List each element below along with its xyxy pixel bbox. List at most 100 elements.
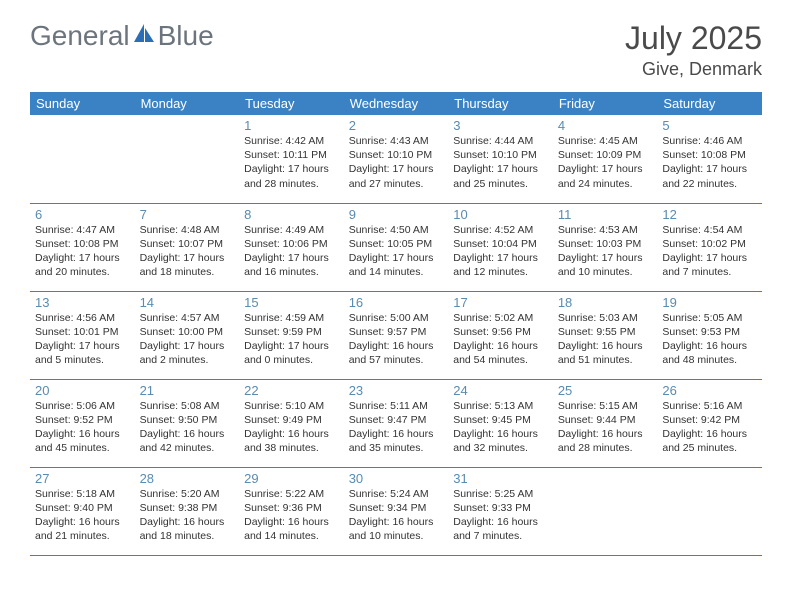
day-info: Sunrise: 5:15 AMSunset: 9:44 PMDaylight:… <box>558 399 653 456</box>
day-number: 8 <box>244 207 339 222</box>
day-header: Friday <box>553 92 658 115</box>
day-header: Thursday <box>448 92 553 115</box>
day-number: 1 <box>244 118 339 133</box>
calendar-day-cell: 18Sunrise: 5:03 AMSunset: 9:55 PMDayligh… <box>553 291 658 379</box>
calendar-week-row: 1Sunrise: 4:42 AMSunset: 10:11 PMDayligh… <box>30 115 762 203</box>
calendar-day-cell: 31Sunrise: 5:25 AMSunset: 9:33 PMDayligh… <box>448 467 553 555</box>
day-number: 7 <box>140 207 235 222</box>
calendar-day-cell: 30Sunrise: 5:24 AMSunset: 9:34 PMDayligh… <box>344 467 449 555</box>
day-number: 9 <box>349 207 444 222</box>
day-info: Sunrise: 4:49 AMSunset: 10:06 PMDaylight… <box>244 223 339 280</box>
calendar-day-cell: 3Sunrise: 4:44 AMSunset: 10:10 PMDayligh… <box>448 115 553 203</box>
calendar-day-cell: 19Sunrise: 5:05 AMSunset: 9:53 PMDayligh… <box>657 291 762 379</box>
day-info: Sunrise: 4:59 AMSunset: 9:59 PMDaylight:… <box>244 311 339 368</box>
logo-text-blue: Blue <box>158 20 214 52</box>
calendar-day-cell: 24Sunrise: 5:13 AMSunset: 9:45 PMDayligh… <box>448 379 553 467</box>
calendar-day-cell: 21Sunrise: 5:08 AMSunset: 9:50 PMDayligh… <box>135 379 240 467</box>
day-number: 16 <box>349 295 444 310</box>
calendar-day-cell: 15Sunrise: 4:59 AMSunset: 9:59 PMDayligh… <box>239 291 344 379</box>
day-number: 18 <box>558 295 653 310</box>
day-info: Sunrise: 4:43 AMSunset: 10:10 PMDaylight… <box>349 134 444 191</box>
day-number: 24 <box>453 383 548 398</box>
day-number: 27 <box>35 471 130 486</box>
calendar-day-cell: 6Sunrise: 4:47 AMSunset: 10:08 PMDayligh… <box>30 203 135 291</box>
day-info: Sunrise: 4:52 AMSunset: 10:04 PMDaylight… <box>453 223 548 280</box>
logo-text-general: General <box>30 20 130 52</box>
location: Give, Denmark <box>625 59 762 80</box>
day-number: 23 <box>349 383 444 398</box>
calendar-day-cell: 17Sunrise: 5:02 AMSunset: 9:56 PMDayligh… <box>448 291 553 379</box>
calendar-day-cell: 12Sunrise: 4:54 AMSunset: 10:02 PMDaylig… <box>657 203 762 291</box>
day-info: Sunrise: 4:56 AMSunset: 10:01 PMDaylight… <box>35 311 130 368</box>
logo-sail-icon <box>132 22 156 51</box>
calendar-day-cell: 9Sunrise: 4:50 AMSunset: 10:05 PMDayligh… <box>344 203 449 291</box>
calendar-day-cell <box>553 467 658 555</box>
day-info: Sunrise: 5:16 AMSunset: 9:42 PMDaylight:… <box>662 399 757 456</box>
day-number: 11 <box>558 207 653 222</box>
day-info: Sunrise: 5:03 AMSunset: 9:55 PMDaylight:… <box>558 311 653 368</box>
calendar-day-cell: 7Sunrise: 4:48 AMSunset: 10:07 PMDayligh… <box>135 203 240 291</box>
day-number: 21 <box>140 383 235 398</box>
day-info: Sunrise: 4:54 AMSunset: 10:02 PMDaylight… <box>662 223 757 280</box>
day-number: 19 <box>662 295 757 310</box>
calendar-day-cell <box>30 115 135 203</box>
logo: General Blue <box>30 20 214 52</box>
day-number: 13 <box>35 295 130 310</box>
day-info: Sunrise: 4:48 AMSunset: 10:07 PMDaylight… <box>140 223 235 280</box>
day-number: 20 <box>35 383 130 398</box>
calendar-day-cell: 20Sunrise: 5:06 AMSunset: 9:52 PMDayligh… <box>30 379 135 467</box>
day-number: 4 <box>558 118 653 133</box>
calendar-table: SundayMondayTuesdayWednesdayThursdayFrid… <box>30 92 762 556</box>
calendar-day-cell: 26Sunrise: 5:16 AMSunset: 9:42 PMDayligh… <box>657 379 762 467</box>
day-info: Sunrise: 5:08 AMSunset: 9:50 PMDaylight:… <box>140 399 235 456</box>
day-number: 12 <box>662 207 757 222</box>
calendar-body: 1Sunrise: 4:42 AMSunset: 10:11 PMDayligh… <box>30 115 762 555</box>
calendar-day-cell: 13Sunrise: 4:56 AMSunset: 10:01 PMDaylig… <box>30 291 135 379</box>
calendar-day-cell: 10Sunrise: 4:52 AMSunset: 10:04 PMDaylig… <box>448 203 553 291</box>
day-info: Sunrise: 5:22 AMSunset: 9:36 PMDaylight:… <box>244 487 339 544</box>
calendar-header-row: SundayMondayTuesdayWednesdayThursdayFrid… <box>30 92 762 115</box>
day-number: 25 <box>558 383 653 398</box>
calendar-day-cell: 27Sunrise: 5:18 AMSunset: 9:40 PMDayligh… <box>30 467 135 555</box>
calendar-day-cell: 8Sunrise: 4:49 AMSunset: 10:06 PMDayligh… <box>239 203 344 291</box>
day-number: 14 <box>140 295 235 310</box>
day-info: Sunrise: 4:42 AMSunset: 10:11 PMDaylight… <box>244 134 339 191</box>
calendar-day-cell: 28Sunrise: 5:20 AMSunset: 9:38 PMDayligh… <box>135 467 240 555</box>
day-info: Sunrise: 5:24 AMSunset: 9:34 PMDaylight:… <box>349 487 444 544</box>
day-info: Sunrise: 4:50 AMSunset: 10:05 PMDaylight… <box>349 223 444 280</box>
calendar-day-cell <box>135 115 240 203</box>
calendar-day-cell: 11Sunrise: 4:53 AMSunset: 10:03 PMDaylig… <box>553 203 658 291</box>
day-info: Sunrise: 5:20 AMSunset: 9:38 PMDaylight:… <box>140 487 235 544</box>
day-number: 28 <box>140 471 235 486</box>
day-info: Sunrise: 4:45 AMSunset: 10:09 PMDaylight… <box>558 134 653 191</box>
day-info: Sunrise: 4:57 AMSunset: 10:00 PMDaylight… <box>140 311 235 368</box>
day-number: 17 <box>453 295 548 310</box>
day-info: Sunrise: 5:18 AMSunset: 9:40 PMDaylight:… <box>35 487 130 544</box>
day-info: Sunrise: 4:47 AMSunset: 10:08 PMDaylight… <box>35 223 130 280</box>
day-info: Sunrise: 5:05 AMSunset: 9:53 PMDaylight:… <box>662 311 757 368</box>
calendar-week-row: 20Sunrise: 5:06 AMSunset: 9:52 PMDayligh… <box>30 379 762 467</box>
day-info: Sunrise: 5:06 AMSunset: 9:52 PMDaylight:… <box>35 399 130 456</box>
title-block: July 2025 Give, Denmark <box>625 20 762 80</box>
calendar-day-cell: 5Sunrise: 4:46 AMSunset: 10:08 PMDayligh… <box>657 115 762 203</box>
day-number: 10 <box>453 207 548 222</box>
day-number: 30 <box>349 471 444 486</box>
day-number: 5 <box>662 118 757 133</box>
day-number: 29 <box>244 471 339 486</box>
calendar-day-cell: 14Sunrise: 4:57 AMSunset: 10:00 PMDaylig… <box>135 291 240 379</box>
calendar-day-cell: 2Sunrise: 4:43 AMSunset: 10:10 PMDayligh… <box>344 115 449 203</box>
month-title: July 2025 <box>625 20 762 57</box>
calendar-day-cell: 23Sunrise: 5:11 AMSunset: 9:47 PMDayligh… <box>344 379 449 467</box>
day-number: 3 <box>453 118 548 133</box>
day-info: Sunrise: 4:46 AMSunset: 10:08 PMDaylight… <box>662 134 757 191</box>
day-header: Saturday <box>657 92 762 115</box>
calendar-day-cell: 16Sunrise: 5:00 AMSunset: 9:57 PMDayligh… <box>344 291 449 379</box>
day-number: 22 <box>244 383 339 398</box>
day-header: Wednesday <box>344 92 449 115</box>
day-number: 15 <box>244 295 339 310</box>
day-number: 31 <box>453 471 548 486</box>
day-header: Monday <box>135 92 240 115</box>
day-info: Sunrise: 5:02 AMSunset: 9:56 PMDaylight:… <box>453 311 548 368</box>
day-header: Tuesday <box>239 92 344 115</box>
day-info: Sunrise: 4:44 AMSunset: 10:10 PMDaylight… <box>453 134 548 191</box>
